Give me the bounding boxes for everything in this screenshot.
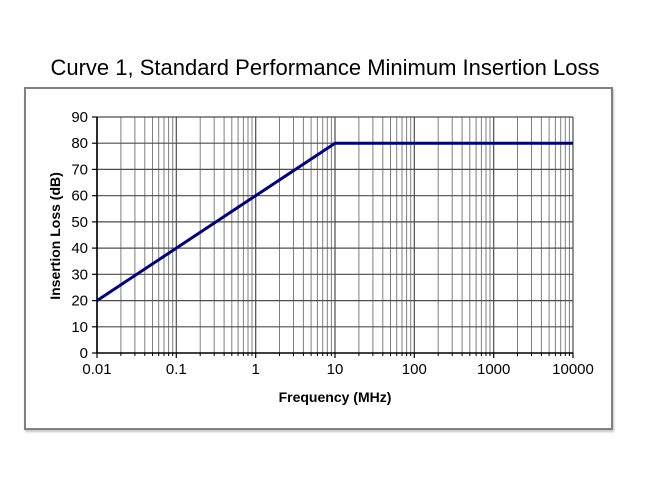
y-tick-label: 40	[71, 240, 88, 257]
x-tick-label: 0.1	[166, 361, 187, 378]
y-tick-label: 10	[71, 319, 88, 336]
y-tick-label: 0	[80, 345, 88, 362]
y-tick-label: 90	[71, 109, 88, 126]
chart-area: 0.01 0.1 1 10 100 1000 10000 0 10 20 30 40 50 60 70 80 9…	[24, 87, 613, 430]
plot-svg: 0.01 0.1 1 10 100 1000 10000 0 10 20 30 40 50 60 70 80 9…	[71, 109, 594, 378]
x-tick-label: 10	[327, 361, 344, 378]
series-lines	[96, 141, 573, 302]
y-tick-label: 80	[71, 135, 88, 152]
x-tick-label: 1000	[477, 361, 510, 378]
x-axis-title: Frequency (MHz)	[278, 389, 392, 405]
axes	[96, 117, 573, 354]
y-tick-label: 50	[71, 214, 88, 231]
y-tick-label: 20	[71, 293, 88, 310]
y-tick-label: 70	[71, 161, 88, 178]
x-tick-label: 0.01	[82, 361, 111, 378]
x-tick-label: 10000	[552, 361, 594, 378]
tick-labels: 0.01 0.1 1 10 100 1000 10000 0 10 20 30 40 50 60 70 80 9…	[71, 109, 594, 378]
minor-gridlines	[120, 117, 570, 353]
y-axis-title: Insertion Loss (dB)	[47, 172, 63, 300]
chart-title: Curve 1, Standard Performance Minimum In…	[50, 55, 600, 80]
y-tick-label: 60	[71, 188, 88, 205]
major-gridlines	[96, 116, 574, 353]
x-tick-label: 1	[252, 361, 260, 378]
x-tick-label: 100	[402, 361, 427, 378]
curve-1-line	[96, 141, 573, 302]
y-tick-label: 30	[71, 266, 88, 283]
